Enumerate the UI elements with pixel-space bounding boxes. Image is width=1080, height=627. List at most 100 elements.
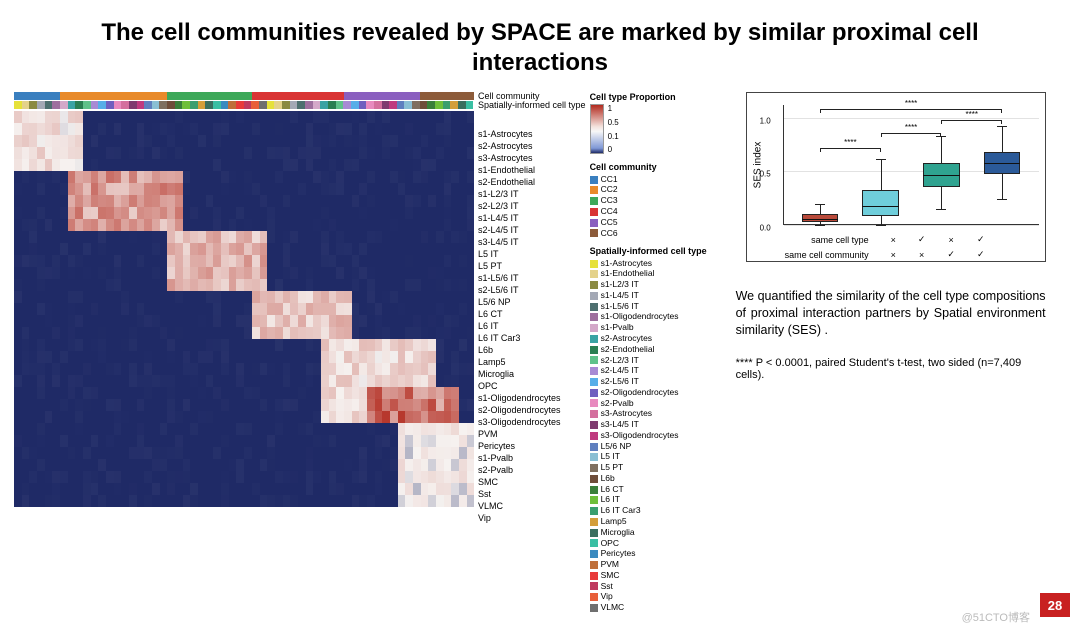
swatch-icon [590, 335, 598, 343]
anno-label-sict: Spatially-informed cell type [478, 101, 586, 109]
heatmap-row-label: s1-Pvalb [478, 452, 586, 464]
heatmap-row-label: s2-L2/3 IT [478, 200, 586, 212]
swatch-icon [590, 260, 598, 268]
heatmap-row-label: Lamp5 [478, 356, 586, 368]
boxplot: SES index 0.00.51.0**************** same… [746, 92, 1046, 262]
boxplot-category-mark: × [881, 248, 906, 261]
heatmap-row-label: Pericytes [478, 440, 586, 452]
sict-legend-item: s1-L2/3 IT [590, 280, 710, 290]
sict-legend-item: Microglia [590, 528, 710, 538]
cc-legend-title: Cell community [590, 162, 710, 172]
heatmap-row-label: s2-Pvalb [478, 464, 586, 476]
swatch-icon [590, 292, 598, 300]
sict-legend-item: OPC [590, 539, 710, 549]
heatmap-row-label: s1-Astrocytes [478, 128, 586, 140]
swatch-icon [590, 561, 598, 569]
heatmap-row-label: s1-Endothelial [478, 164, 586, 176]
pvalue-note: **** P < 0.0001, paired Student's t-test… [736, 357, 1046, 381]
cc-legend-item: CC6 [590, 229, 710, 239]
swatch-icon [590, 197, 598, 205]
swatch-icon [590, 303, 598, 311]
heatmap-row-label: s1-Oligodendrocytes [478, 392, 586, 404]
heatmap-row-label: VLMC [478, 500, 586, 512]
swatch-icon [590, 229, 598, 237]
swatch-icon [590, 604, 598, 612]
sict-legend-item: Sst [590, 582, 710, 592]
cc-legend-item: CC1 [590, 175, 710, 185]
boxplot-category-mark: ✓ [908, 233, 936, 246]
heatmap-row-label: Sst [478, 488, 586, 500]
swatch-icon [590, 550, 598, 558]
heatmap-row-label: s2-Astrocytes [478, 140, 586, 152]
boxplot-area: SES index 0.00.51.0**************** [783, 105, 1039, 225]
colorbar-title: Cell type Proportion [590, 92, 710, 102]
swatch-icon [590, 582, 598, 590]
boxplot-category-legend: same cell type×✓×✓same cell community××✓… [773, 231, 1039, 263]
heatmap-top-annotation [14, 92, 474, 109]
swatch-icon [590, 313, 598, 321]
swatch-icon [590, 389, 598, 397]
swatch-icon [590, 475, 598, 483]
boxplot-category-mark: ✓ [967, 248, 995, 261]
sict-legend-item: s1-Oligodendrocytes [590, 312, 710, 322]
sict-legend-item: s1-Endothelial [590, 269, 710, 279]
swatch-icon [590, 219, 598, 227]
cc-anno-seg [167, 92, 251, 100]
boxplot-ylabel: SES index [752, 141, 763, 188]
swatch-icon [590, 486, 598, 494]
boxplot-category-mark: × [908, 248, 936, 261]
colorbar-gradient [590, 104, 604, 154]
sict-legend-item: s2-L4/5 IT [590, 366, 710, 376]
swatch-icon [590, 464, 598, 472]
significance-stars: **** [905, 123, 917, 132]
page-title: The cell communities revealed by SPACE a… [54, 18, 1026, 78]
heatmap-row-label: s2-Endothelial [478, 176, 586, 188]
heatmap-row-label: s1-L2/3 IT [478, 188, 586, 200]
swatch-icon [590, 496, 598, 504]
cc-anno-seg [344, 92, 421, 100]
heatmap-row-labels: s1-Astrocytess2-Astrocytess3-Astrocytess… [478, 128, 586, 524]
sict-legend-item: s1-Astrocytes [590, 259, 710, 269]
sict-legend-item: s2-Pvalb [590, 399, 710, 409]
colorbar-ticks: 10.50.10 [608, 104, 619, 154]
swatch-icon [590, 593, 598, 601]
heatmap-row-label: s1-L5/6 IT [478, 272, 586, 284]
significance-stars: **** [844, 138, 856, 147]
heatmap-row-label: Microglia [478, 368, 586, 380]
legend-column: Cell type Proportion 10.50.10 Cell commu… [590, 92, 710, 613]
heatmap [14, 92, 474, 613]
boxplot-category-label: same cell community [775, 248, 879, 261]
swatch-icon [590, 529, 598, 537]
sict-legend-item: Lamp5 [590, 517, 710, 527]
sict-legend-item: SMC [590, 571, 710, 581]
sict-legend-title: Spatially-informed cell type [590, 246, 710, 256]
heatmap-row-label: L6 IT Car3 [478, 332, 586, 344]
heatmap-row-label: s2-L5/6 IT [478, 284, 586, 296]
sict-legend: Spatially-informed cell type s1-Astrocyt… [590, 246, 710, 613]
heatmap-row-label-column: Cell community Spatially-informed cell t… [478, 92, 586, 613]
sict-legend-item: s3-Oligodendrocytes [590, 431, 710, 441]
anno-label-cc: Cell community [478, 92, 586, 100]
cc-legend-item: CC2 [590, 185, 710, 195]
swatch-icon [590, 421, 598, 429]
sict-legend-item: Pericytes [590, 549, 710, 559]
swatch-icon [590, 186, 598, 194]
boxplot-category-mark: ✓ [937, 248, 965, 261]
swatch-icon [590, 432, 598, 440]
cc-anno-seg [14, 92, 60, 100]
colorbar-legend: Cell type Proportion 10.50.10 [590, 92, 710, 154]
sict-legend-item: L6 CT [590, 485, 710, 495]
heatmap-row-label: L6 CT [478, 308, 586, 320]
boxplot-category-mark: × [881, 233, 906, 246]
heatmap-row-label: s3-Astrocytes [478, 152, 586, 164]
cc-anno-seg [60, 92, 167, 100]
sict-legend-item: L5 IT [590, 452, 710, 462]
swatch-icon [590, 270, 598, 278]
sict-legend-item: s3-Astrocytes [590, 409, 710, 419]
cc-legend-item: CC3 [590, 196, 710, 206]
heatmap-row-label: PVM [478, 428, 586, 440]
sict-legend-item: L6 IT [590, 495, 710, 505]
cc-legend: Cell community CC1CC2CC3CC4CC5CC6 [590, 162, 710, 238]
heatmap-row-label: L6 IT [478, 320, 586, 332]
swatch-icon [590, 399, 598, 407]
